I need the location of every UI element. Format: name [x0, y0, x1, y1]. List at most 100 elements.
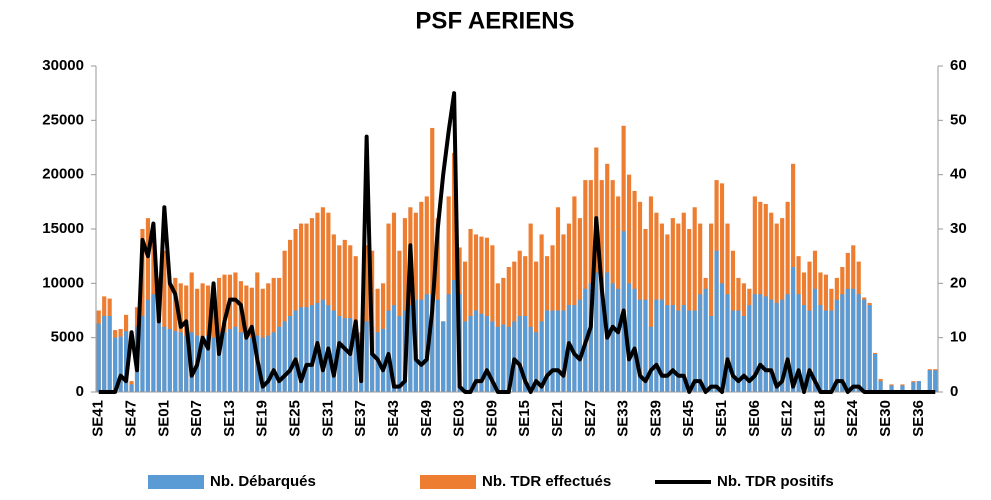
x-tick-label: SE12: [779, 400, 796, 437]
legend-label: Nb. TDR positifs: [717, 473, 834, 490]
bar: [386, 223, 391, 392]
bar: [233, 326, 238, 392]
bar: [599, 277, 604, 392]
bar: [719, 283, 725, 392]
bar: [758, 294, 763, 392]
x-tick-label: SE30: [877, 400, 894, 437]
x-tick-label: SE51: [713, 400, 730, 437]
bar: [616, 288, 621, 392]
bar: [113, 337, 118, 392]
bar: [539, 321, 544, 392]
bar: [397, 315, 402, 392]
y-tick-label: 25000: [42, 111, 84, 128]
bar: [151, 294, 156, 392]
y-tick-label: 15000: [42, 220, 84, 237]
bar: [173, 331, 178, 392]
bar: [216, 332, 222, 392]
bar: [206, 335, 211, 392]
bar: [391, 305, 397, 392]
bar: [840, 294, 845, 392]
bar: [255, 272, 260, 392]
y2-tick-label: 0: [950, 383, 958, 400]
bar: [430, 127, 435, 392]
bar: [162, 250, 167, 392]
bar: [714, 250, 719, 392]
bar: [900, 385, 905, 392]
bar: [561, 310, 566, 392]
y-tick-label: 20000: [42, 166, 84, 183]
bar: [200, 337, 205, 392]
bar: [659, 299, 664, 392]
bar: [676, 223, 681, 392]
x-tick-label: SE25: [287, 400, 304, 437]
bar: [156, 305, 161, 392]
bar: [791, 267, 796, 392]
x-tick-label: SE39: [647, 400, 664, 437]
x-tick-label: SE49: [418, 400, 435, 437]
bar: [282, 321, 287, 392]
bar: [490, 245, 495, 392]
bar: [632, 288, 637, 392]
bar: [681, 212, 686, 392]
bar: [594, 272, 599, 392]
bar: [572, 196, 577, 392]
bar: [468, 229, 473, 392]
bar: [670, 218, 675, 392]
bar: [342, 318, 347, 392]
y2-tick-label: 10: [950, 329, 967, 346]
bar: [512, 321, 517, 392]
y-tick-label: 30000: [42, 57, 84, 74]
bar: [730, 310, 736, 392]
bar: [364, 245, 369, 392]
bar: [785, 294, 790, 392]
bar: [96, 323, 101, 392]
bar: [435, 299, 440, 392]
line: [98, 91, 936, 394]
x-tick-label: SE33: [615, 400, 632, 437]
bar: [452, 152, 457, 392]
bar: [534, 332, 539, 392]
bar: [796, 294, 801, 392]
bar: [670, 305, 675, 392]
bar: [484, 237, 490, 392]
bar: [627, 283, 632, 392]
bar: [288, 315, 293, 392]
bar: [741, 315, 746, 392]
bar: [140, 229, 145, 392]
x-tick-label: SE27: [582, 400, 599, 437]
bar: [572, 305, 577, 392]
bar: [747, 305, 752, 392]
bar: [763, 296, 768, 392]
bar: [577, 299, 582, 392]
bar: [774, 302, 779, 392]
x-tick-label: SE21: [549, 400, 566, 437]
bar: [408, 305, 413, 392]
bar: [539, 234, 544, 392]
bar: [227, 328, 233, 392]
bar: [331, 310, 336, 392]
bar: [490, 321, 495, 392]
x-tick-label: SE18: [811, 400, 828, 437]
x-tick-label: SE13: [221, 400, 238, 437]
bar: [353, 321, 358, 392]
bar: [446, 294, 451, 392]
bar: [304, 307, 309, 392]
bar: [118, 336, 123, 392]
legend-label: Nb. Débarqués: [210, 473, 316, 490]
x-tick-label: SE24: [844, 399, 861, 436]
bar: [315, 212, 320, 392]
bar: [583, 180, 588, 392]
bar: [419, 299, 424, 392]
bar: [364, 321, 369, 392]
bar: [123, 331, 129, 392]
bar: [462, 321, 468, 392]
y2-tick-label: 40: [950, 166, 967, 183]
y-tick-label: 10000: [42, 274, 84, 291]
bar: [277, 326, 282, 392]
x-tick-label: SE47: [123, 400, 140, 437]
bar: [555, 310, 561, 392]
bar: [698, 294, 703, 392]
bar: [495, 326, 500, 392]
bar: [851, 288, 856, 392]
bar: [725, 294, 730, 392]
